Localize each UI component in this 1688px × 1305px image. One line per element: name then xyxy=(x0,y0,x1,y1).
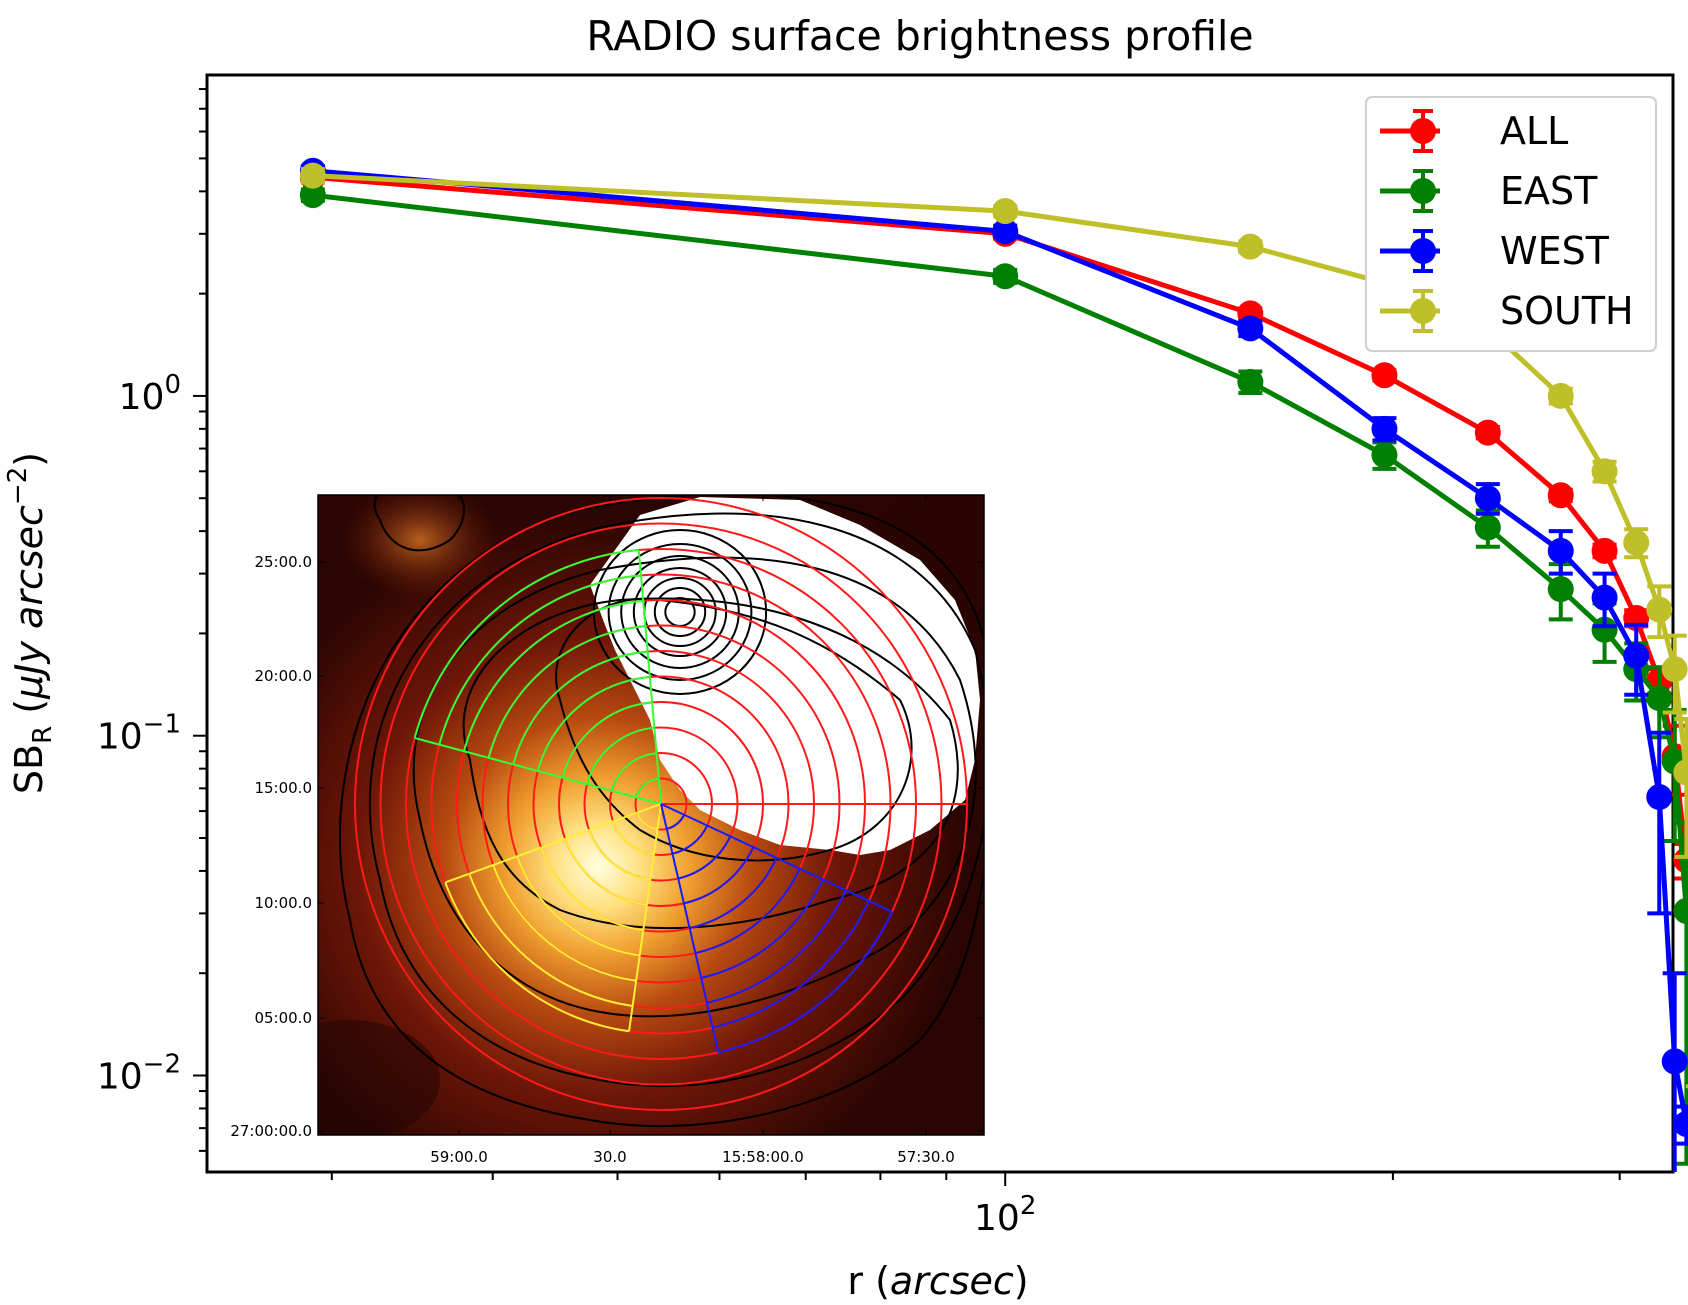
data-point xyxy=(1474,485,1501,512)
legend: ALL EAST WEST SOUTH xyxy=(1365,96,1657,352)
data-point xyxy=(1673,759,1688,786)
contour xyxy=(607,543,753,681)
x-axis-label: r (arcsec) xyxy=(847,1259,1028,1303)
data-point xyxy=(992,198,1019,225)
data-point xyxy=(1623,642,1650,669)
inset-annuli xyxy=(354,497,968,1111)
data-point xyxy=(1646,784,1673,811)
legend-item-east: EAST xyxy=(1380,169,1598,213)
y-tick-label: 10−1 xyxy=(97,710,181,758)
legend-label: WEST xyxy=(1500,229,1610,273)
data-point xyxy=(1661,1048,1688,1075)
data-point xyxy=(992,263,1019,290)
data-point xyxy=(299,182,326,209)
legend-label: SOUTH xyxy=(1500,289,1634,333)
y-axis-label: SBR (μJy arcsec−2) xyxy=(3,452,58,794)
contour xyxy=(368,512,984,1088)
inset-y-tick-label: 20:00.0 xyxy=(254,667,312,685)
inset-x-tick-label: 57:30.0 xyxy=(897,1148,955,1166)
inset-map: 25:00.0 20:00.0 15:00.0 10:00.0 05:00.0 27:00… xyxy=(230,494,985,1166)
x-tick-label: 102 xyxy=(974,1191,1036,1239)
contour xyxy=(462,597,959,930)
legend-item-south: SOUTH xyxy=(1380,289,1634,333)
contour xyxy=(373,495,465,552)
annuli-south xyxy=(444,803,662,1033)
legend-marker xyxy=(1410,238,1436,264)
data-point xyxy=(1646,685,1673,712)
data-point xyxy=(1474,514,1501,541)
data-point xyxy=(1661,656,1688,683)
data-point xyxy=(299,162,326,189)
data-point xyxy=(1237,233,1264,260)
data-point xyxy=(1547,537,1574,564)
data-point xyxy=(1591,458,1618,485)
data-point xyxy=(1646,596,1673,623)
inset-x-tick-label: 59:00.0 xyxy=(430,1148,488,1166)
inset-heatmap-blob xyxy=(318,1020,440,1135)
chart-title: RADIO surface brightness profile xyxy=(586,12,1253,60)
contour xyxy=(653,587,707,637)
inset-ticks: 25:00.0 20:00.0 15:00.0 10:00.0 05:00.0 27:00… xyxy=(230,495,984,1166)
legend-label: ALL xyxy=(1500,109,1568,153)
data-point xyxy=(1591,616,1618,643)
y-tick-label: 10−2 xyxy=(97,1050,181,1098)
inset-heatmap-blob xyxy=(340,495,500,600)
legend-item-all: ALL xyxy=(1380,109,1568,153)
data-point xyxy=(1673,897,1688,924)
series-west xyxy=(299,157,1688,1172)
contour xyxy=(412,556,977,1018)
data-point xyxy=(1591,537,1618,564)
inset-y-tick-label: 15:00.0 xyxy=(254,779,312,797)
legend-marker xyxy=(1410,178,1436,204)
inset-contours xyxy=(338,495,984,1128)
data-point xyxy=(1547,576,1574,603)
contour xyxy=(620,555,740,669)
inset-x-tick-label: 15:58:00.0 xyxy=(722,1148,804,1166)
data-point xyxy=(1371,362,1398,389)
inset-y-tick-label: 25:00.0 xyxy=(254,553,312,571)
data-point xyxy=(1371,415,1398,442)
legend-label: EAST xyxy=(1500,169,1598,213)
contour xyxy=(632,567,728,657)
legend-marker xyxy=(1410,118,1436,144)
legend-marker xyxy=(1410,298,1436,324)
annuli-west xyxy=(660,803,894,1054)
inset-x-tick-label: 30.0 xyxy=(593,1148,626,1166)
inset-y-tick-label: 05:00.0 xyxy=(254,1009,312,1027)
data-point xyxy=(1673,1110,1688,1137)
series-layer xyxy=(299,157,1688,1172)
axes-ticks: 102 100 10−1 10−2 xyxy=(97,88,1621,1239)
data-point xyxy=(1591,584,1618,611)
legend-item-west: WEST xyxy=(1380,229,1610,273)
data-point xyxy=(992,218,1019,245)
legend-box xyxy=(1365,96,1657,352)
data-point xyxy=(1547,382,1574,409)
series-south xyxy=(299,162,1688,1089)
data-point xyxy=(1623,529,1650,556)
annuli-east xyxy=(413,549,662,805)
data-point xyxy=(1237,368,1264,395)
series-east xyxy=(299,182,1688,1166)
data-point xyxy=(1474,419,1501,446)
contour xyxy=(338,495,984,1128)
annuli-all xyxy=(354,497,968,1111)
inset-y-tick-label: 27:00:00.0 xyxy=(230,1122,312,1140)
plot-frame xyxy=(205,73,1675,1174)
inset-frame xyxy=(317,494,985,1136)
data-point xyxy=(1237,315,1264,342)
data-point xyxy=(1684,907,1688,925)
data-point xyxy=(1547,482,1574,509)
data-point xyxy=(1371,442,1398,469)
y-tick-label: 100 xyxy=(119,370,181,418)
inset-y-tick-label: 10:00.0 xyxy=(254,894,312,912)
